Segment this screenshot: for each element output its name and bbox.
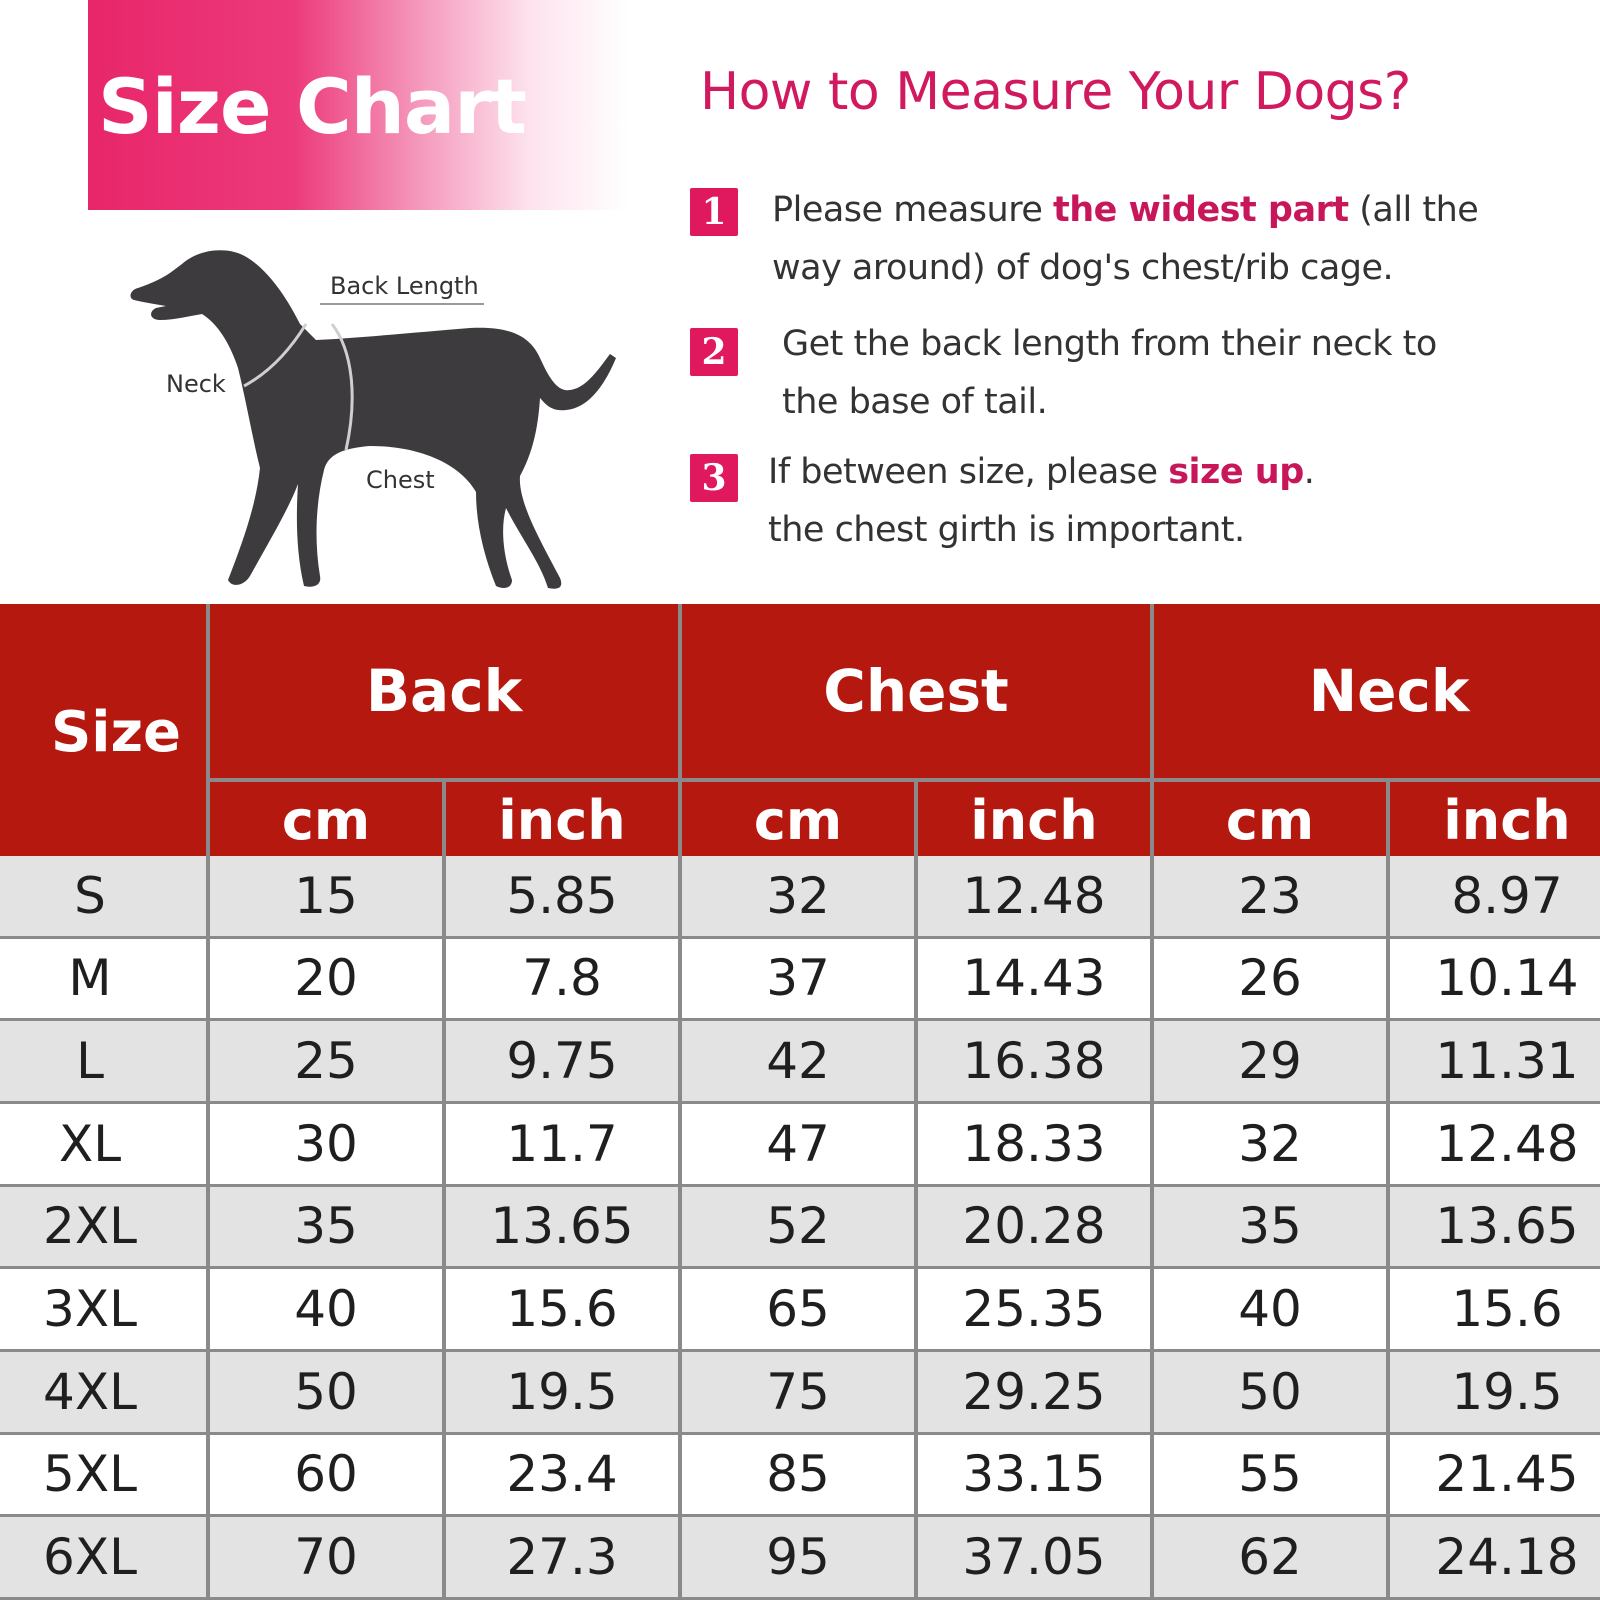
table-cell: 85 [682, 1434, 914, 1518]
table-cell: 35 [210, 1186, 442, 1270]
table-cell: 26 [1154, 938, 1386, 1022]
table-cell: 32 [682, 856, 914, 939]
step-3-line-1: If between size, please size up. [768, 452, 1315, 492]
table-cell: 23.4 [446, 1434, 678, 1518]
unit-header: inch [446, 782, 678, 856]
table-cell: 18.33 [918, 1103, 1150, 1187]
table-cell: 40 [1154, 1269, 1386, 1352]
step-2-line-1: Get the back length from their neck to [782, 324, 1437, 364]
step-1-badge: 1 [690, 188, 738, 236]
table-cell: 65 [682, 1269, 914, 1352]
size-cell: 3XL [0, 1269, 206, 1352]
table-cell: 75 [682, 1351, 914, 1435]
table-cell: 15.6 [1390, 1269, 1600, 1352]
table-cell: 15 [210, 856, 442, 939]
unit-header: cm [1154, 782, 1386, 856]
table-cell: 11.31 [1390, 1021, 1600, 1104]
table-cell: 37 [682, 938, 914, 1022]
neck-label: Neck [166, 370, 226, 398]
table-cell: 47 [682, 1103, 914, 1187]
table-cell: 5.85 [446, 856, 678, 939]
table-cell: 23 [1154, 856, 1386, 939]
measure-heading: How to Measure Your Dogs? [700, 62, 1411, 122]
step-3-badge: 3 [690, 454, 738, 502]
table-cell: 10.14 [1390, 938, 1600, 1022]
table-cell: 32 [1154, 1103, 1386, 1187]
table-cell: 62 [1154, 1517, 1386, 1600]
step-3-highlight: size up [1168, 452, 1304, 492]
table-cell: 42 [682, 1021, 914, 1104]
table-cell: 9.75 [446, 1021, 678, 1104]
table-cell: 12.48 [1390, 1103, 1600, 1187]
step-1-line-2: way around) of dog's chest/rib cage. [772, 248, 1394, 288]
table-cell: 37.05 [918, 1517, 1150, 1600]
back-header: Back [210, 604, 678, 778]
size-cell: XL [0, 1103, 206, 1187]
back-length-label: Back Length [330, 272, 479, 300]
table-cell: 35 [1154, 1186, 1386, 1270]
table-cell: 55 [1154, 1434, 1386, 1518]
table-cell: 30 [210, 1103, 442, 1187]
table-cell: 20.28 [918, 1186, 1150, 1270]
table-cell: 25 [210, 1021, 442, 1104]
table-cell: 60 [210, 1434, 442, 1518]
size-chart-banner: Size Chart [88, 0, 628, 210]
table-cell: 8.97 [1390, 856, 1600, 939]
table-cell: 95 [682, 1517, 914, 1600]
size-table: Size Back Chest Neck cm inch cm inch cm … [0, 604, 1600, 1600]
dog-silhouette-icon [130, 250, 616, 589]
table-cell: 50 [1154, 1351, 1386, 1435]
chest-label: Chest [366, 466, 435, 494]
size-cell: M [0, 938, 206, 1022]
table-cell: 19.5 [1390, 1351, 1600, 1435]
table-cell: 25.35 [918, 1269, 1150, 1352]
table-cell: 52 [682, 1186, 914, 1270]
step-1-line-1: Please measure the widest part (all the [772, 190, 1479, 230]
table-cell: 7.8 [446, 938, 678, 1022]
unit-header: cm [210, 782, 442, 856]
size-header: Size [0, 604, 206, 856]
table-cell: 13.65 [1390, 1186, 1600, 1270]
table-cell: 21.45 [1390, 1434, 1600, 1518]
size-cell: S [0, 856, 206, 939]
table-cell: 50 [210, 1351, 442, 1435]
step-3-line-2: the chest girth is important. [768, 510, 1245, 550]
step-2-line-2: the base of tail. [782, 382, 1048, 422]
table-cell: 70 [210, 1517, 442, 1600]
table-cell: 13.65 [446, 1186, 678, 1270]
step-2-badge: 2 [690, 328, 738, 376]
step-1-highlight: the widest part [1052, 190, 1349, 230]
table-cell: 27.3 [446, 1517, 678, 1600]
banner-title: Size Chart [98, 62, 527, 151]
unit-header: inch [918, 782, 1150, 856]
table-cell: 24.18 [1390, 1517, 1600, 1600]
table-cell: 40 [210, 1269, 442, 1352]
table-cell: 11.7 [446, 1103, 678, 1187]
table-cell: 29 [1154, 1021, 1386, 1104]
size-cell: 6XL [0, 1517, 206, 1600]
unit-header: inch [1390, 782, 1600, 856]
table-cell: 33.15 [918, 1434, 1150, 1518]
table-cell: 12.48 [918, 856, 1150, 939]
size-cell: 2XL [0, 1186, 206, 1270]
table-cell: 15.6 [446, 1269, 678, 1352]
neck-header: Neck [1154, 604, 1600, 778]
table-cell: 29.25 [918, 1351, 1150, 1435]
size-cell: 4XL [0, 1351, 206, 1435]
unit-header: cm [682, 782, 914, 856]
table-cell: 20 [210, 938, 442, 1022]
chest-header: Chest [682, 604, 1150, 778]
table-cell: 14.43 [918, 938, 1150, 1022]
table-cell: 16.38 [918, 1021, 1150, 1104]
size-cell: 5XL [0, 1434, 206, 1518]
size-cell: L [0, 1021, 206, 1104]
table-cell: 19.5 [446, 1351, 678, 1435]
